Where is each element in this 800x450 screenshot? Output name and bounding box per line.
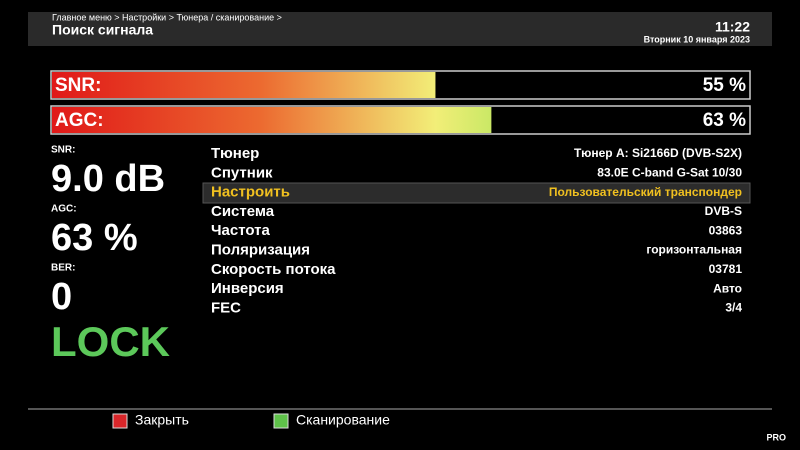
bar-label: 55 %	[703, 75, 746, 96]
bar-name: AGC:	[55, 110, 104, 131]
button-label[interactable]: Сканирование	[296, 412, 390, 428]
setting-name: Спутник	[211, 164, 273, 181]
status-value: 63 %	[51, 217, 138, 259]
setting-name: Частота	[211, 222, 271, 239]
setting-value: Тюнер A: Si2166D (DVB-S2X)	[574, 146, 742, 160]
bar-name: SNR:	[55, 75, 101, 96]
setting-value[interactable]: Пользовательский транспондер	[549, 185, 742, 199]
setting-value: 83.0E C-band G-Sat 10/30	[597, 165, 742, 179]
breadcrumb: Главное меню > Настройки > Тюнера / скан…	[52, 12, 282, 22]
status-value: 9.0 dB	[51, 158, 165, 200]
clock: 11:22	[715, 19, 750, 35]
logo: PRO	[766, 432, 786, 442]
status-name: BER:	[51, 263, 75, 274]
setting-name: Тюнер	[211, 145, 259, 162]
page-title: Поиск сигнала	[52, 22, 153, 38]
bar-fill	[52, 72, 436, 98]
bar-label: 63 %	[703, 110, 746, 131]
setting-value: Авто	[713, 281, 742, 295]
setting-value: 3/4	[725, 301, 742, 315]
setting-value: 03863	[709, 223, 743, 237]
bar-fill	[52, 107, 492, 133]
button-key[interactable]	[112, 413, 128, 429]
setting-name[interactable]: Настроить	[211, 184, 290, 201]
status-name: AGC:	[51, 204, 77, 215]
setting-name: Скорость потока	[211, 261, 336, 278]
header-bar	[28, 12, 772, 46]
button-key[interactable]	[273, 413, 289, 429]
status-value: 0	[51, 276, 72, 318]
date: Вторник 10 января 2023	[644, 34, 750, 44]
setting-value: горизонтальная	[646, 243, 742, 257]
setting-value: DVB-S	[705, 204, 742, 218]
button-label[interactable]: Закрыть	[135, 412, 189, 428]
setting-name: Поляризация	[211, 241, 310, 258]
selected-row[interactable]	[202, 182, 751, 204]
setting-name: FEC	[211, 299, 241, 316]
status-name: SNR:	[51, 145, 75, 156]
setting-value: 03781	[709, 262, 743, 276]
setting-name: Инверсия	[211, 280, 284, 297]
lock-status: LOCK	[51, 318, 170, 365]
setting-name: Система	[211, 203, 275, 220]
